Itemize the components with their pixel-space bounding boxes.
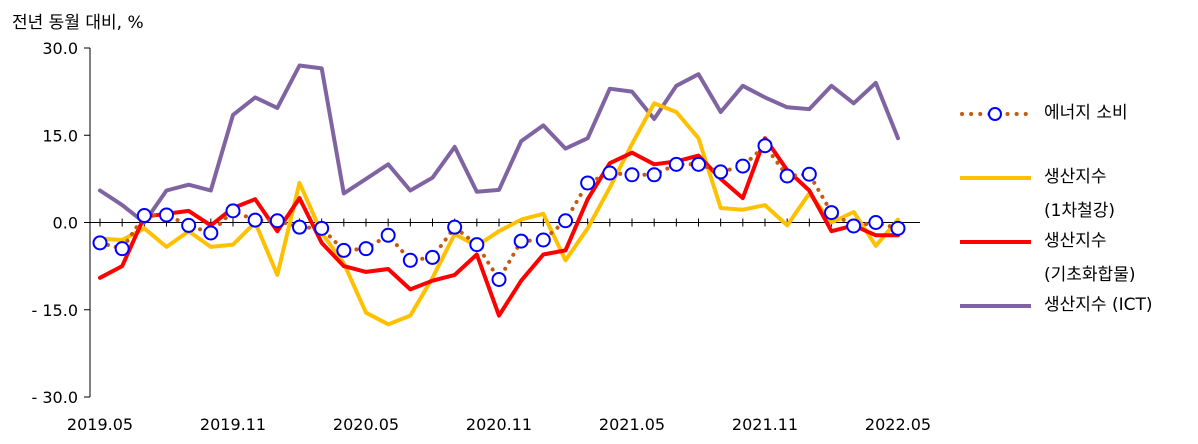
energy-point-26 (668, 156, 684, 172)
energy-point-16 (447, 219, 463, 235)
energy-point-15 (425, 249, 440, 265)
x-tick-label-3: 2020.11 (466, 415, 532, 434)
energy-point-30 (757, 138, 773, 154)
energy-point-10 (314, 220, 330, 236)
legend-swatch-chemical (960, 240, 1031, 244)
energy-point-2 (136, 208, 152, 224)
legend-sub-steel: (1차철강) (1044, 201, 1116, 221)
x-tick-label-2: 2020.05 (333, 415, 399, 434)
energy-point-18 (491, 272, 507, 288)
y-tick-label-1: 15.0 (42, 126, 78, 145)
energy-point-8 (269, 213, 285, 229)
y-tick-label-2: 0.0 (53, 214, 78, 233)
series-line-ict (98, 63, 900, 225)
energy-point-34 (846, 218, 862, 234)
x-tick-label-0: 2019.05 (67, 415, 133, 434)
energy-point-17 (469, 237, 485, 253)
y-tick-label-4: - 30.0 (32, 388, 78, 407)
energy-point-25 (646, 167, 662, 183)
legend-label-energy: 에너지 소비 (1044, 103, 1128, 123)
energy-point-5 (203, 225, 219, 241)
y-axis-unit-label: 전년 동월 대비, % (12, 13, 144, 33)
energy-point-29 (735, 158, 751, 174)
energy-point-21 (558, 213, 573, 229)
x-tick-label-6: 2022.05 (865, 415, 931, 434)
legend-swatch-energy (960, 107, 1030, 121)
energy-point-23 (602, 165, 618, 181)
energy-point-14 (402, 252, 418, 268)
energy-point-9 (292, 219, 307, 235)
legend-label-steel: 생산지수 (1044, 167, 1107, 187)
energy-point-0 (92, 235, 108, 251)
energy-point-31 (779, 168, 795, 184)
x-tick-label-4: 2021.05 (599, 415, 665, 434)
energy-point-22 (580, 175, 596, 191)
y-tick-label-0: 30.0 (42, 39, 78, 58)
energy-point-1 (114, 241, 130, 257)
y-tick-label-3: - 15.0 (32, 301, 78, 320)
energy-point-3 (159, 207, 174, 223)
legend-swatch-ict (960, 304, 1031, 308)
energy-point-35 (868, 215, 884, 230)
legend-label-ict: 생산지수 (ICT) (1044, 295, 1153, 315)
energy-point-12 (358, 241, 374, 257)
energy-point-4 (181, 217, 197, 233)
energy-point-33 (824, 205, 839, 221)
energy-point-24 (624, 167, 640, 183)
energy-point-32 (801, 166, 817, 182)
legend-sub-chemical: (기초화합물) (1044, 265, 1136, 285)
legend-item-energy: 에너지 소비 (958, 100, 1188, 164)
energy-point-11 (336, 242, 352, 258)
x-tick-label-1: 2019.11 (200, 415, 266, 434)
energy-point-20 (535, 232, 551, 248)
energy-point-19 (513, 233, 529, 249)
chart-legend: 에너지 소비 생산지수 (1차철강) 생산지수 (기초화합물) 생산지수 (IC… (958, 100, 1188, 322)
legend-item-chemical: 생산지수 (기초화합물) (958, 228, 1188, 292)
series-line-steel (98, 101, 900, 327)
legend-item-ict: 생산지수 (ICT) (958, 292, 1188, 322)
energy-point-7 (247, 212, 263, 228)
legend-label-chemical: 생산지수 (1044, 231, 1107, 251)
x-tick-label-5: 2021.11 (732, 415, 798, 434)
energy-point-6 (225, 203, 241, 219)
energy-point-27 (691, 156, 706, 172)
legend-swatch-steel (960, 176, 1031, 180)
energy-point-13 (380, 227, 396, 243)
energy-point-36 (890, 220, 906, 236)
energy-point-28 (713, 164, 729, 180)
legend-item-steel: 생산지수 (1차철강) (958, 164, 1188, 228)
